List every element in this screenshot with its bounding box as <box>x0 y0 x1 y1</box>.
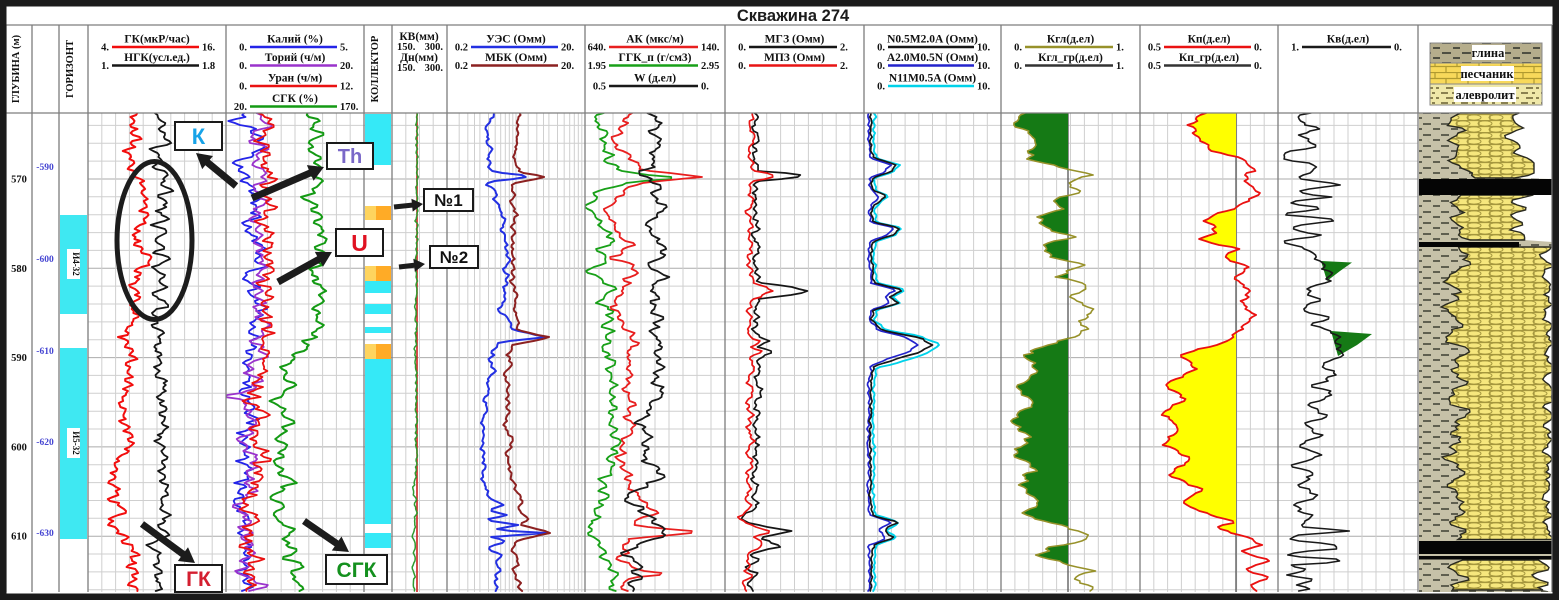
svg-text:1.: 1. <box>1116 61 1124 72</box>
svg-text:20.: 20. <box>340 61 354 72</box>
svg-text:ГК(мкР/час): ГК(мкР/час) <box>124 34 190 46</box>
svg-text:10.: 10. <box>977 61 991 72</box>
svg-text:И5-32: И5-32 <box>71 431 81 455</box>
svg-text:0.: 0. <box>1014 61 1022 72</box>
svg-text:0.: 0. <box>877 82 885 93</box>
svg-text:10.: 10. <box>977 82 991 93</box>
svg-text:2.: 2. <box>840 61 848 72</box>
svg-text:4.: 4. <box>101 43 109 54</box>
svg-text:МБК (Омм): МБК (Омм) <box>485 52 547 64</box>
svg-text:0.: 0. <box>1254 43 1262 54</box>
svg-text:1.: 1. <box>1291 43 1299 54</box>
svg-text:610: 610 <box>11 532 27 543</box>
svg-text:0.: 0. <box>1254 61 1262 72</box>
svg-text:-630: -630 <box>36 529 54 539</box>
svg-text:АК (мкс/м): АК (мкс/м) <box>626 34 684 46</box>
svg-text:N11M0.5A (Омм): N11M0.5A (Омм) <box>889 73 976 85</box>
svg-text:570: 570 <box>11 175 27 186</box>
svg-text:600: 600 <box>11 442 27 453</box>
svg-text:Кв(д.ел): Кв(д.ел) <box>1327 34 1370 46</box>
svg-text:Кп(д.ел): Кп(д.ел) <box>1188 34 1231 46</box>
svg-text:0.: 0. <box>701 82 709 93</box>
svg-text:Кгл_гр(д.ел): Кгл_гр(д.ел) <box>1038 52 1103 64</box>
svg-text:N0.5M2.0A (Омм): N0.5M2.0A (Омм) <box>887 34 978 46</box>
svg-text:1.8: 1.8 <box>202 61 215 72</box>
svg-text:150.: 150. <box>397 42 416 53</box>
svg-text:170.: 170. <box>340 102 359 113</box>
svg-text:U: U <box>351 230 368 256</box>
svg-text:0.2: 0.2 <box>455 61 468 72</box>
svg-text:глина: глина <box>1472 46 1505 60</box>
svg-text:КОЛЛЕКТОР: КОЛЛЕКТОР <box>370 35 381 102</box>
svg-text:песчаник: песчаник <box>1460 67 1514 81</box>
svg-text:№2: №2 <box>440 248 468 267</box>
svg-text:0.2: 0.2 <box>455 43 468 54</box>
svg-text:5.: 5. <box>340 43 348 54</box>
svg-text:20.: 20. <box>234 102 248 113</box>
svg-text:-610: -610 <box>36 347 54 357</box>
svg-text:0.5: 0.5 <box>593 82 606 93</box>
svg-text:Скважина 274: Скважина 274 <box>737 7 850 25</box>
svg-text:0.: 0. <box>1394 43 1402 54</box>
svg-text:1.95: 1.95 <box>588 61 606 72</box>
svg-text:-590: -590 <box>36 163 54 173</box>
svg-text:ГГК_п (г/см3): ГГК_п (г/см3) <box>619 52 692 64</box>
svg-text:2.: 2. <box>840 43 848 54</box>
svg-text:16.: 16. <box>202 43 216 54</box>
svg-text:0.: 0. <box>239 43 247 54</box>
svg-text:НГК(усл.ед.): НГК(усл.ед.) <box>124 52 190 64</box>
svg-text:W (д.ел): W (д.ел) <box>634 73 676 85</box>
svg-text:12.: 12. <box>340 82 354 93</box>
svg-text:-620: -620 <box>36 438 54 448</box>
svg-text:Уран (ч/м): Уран (ч/м) <box>268 73 322 85</box>
svg-text:МПЗ (Омм): МПЗ (Омм) <box>764 52 825 64</box>
svg-text:0.: 0. <box>738 43 746 54</box>
svg-text:К: К <box>192 124 206 149</box>
svg-text:Дн(мм): Дн(мм) <box>400 52 438 64</box>
svg-text:1.: 1. <box>1116 43 1124 54</box>
svg-text:УЭС (Омм): УЭС (Омм) <box>486 34 546 46</box>
svg-text:МГЗ (Омм): МГЗ (Омм) <box>765 34 825 46</box>
svg-text:0.: 0. <box>1014 43 1022 54</box>
svg-text:ГЛУБИНА (м): ГЛУБИНА (м) <box>11 34 22 103</box>
svg-text:Калий (%): Калий (%) <box>267 34 323 46</box>
svg-text:140.: 140. <box>701 43 720 54</box>
svg-text:640.: 640. <box>588 43 607 54</box>
svg-text:300.: 300. <box>425 63 444 74</box>
svg-text:И4-32: И4-32 <box>71 252 81 276</box>
svg-text:0.: 0. <box>877 61 885 72</box>
svg-text:СГК (%): СГК (%) <box>272 93 318 105</box>
svg-text:0.5: 0.5 <box>1148 43 1161 54</box>
svg-text:ГК: ГК <box>186 568 211 591</box>
svg-text:20.: 20. <box>561 61 575 72</box>
svg-text:0.: 0. <box>239 82 247 93</box>
svg-text:Th: Th <box>338 146 362 168</box>
svg-text:0.: 0. <box>877 43 885 54</box>
svg-text:300.: 300. <box>425 42 444 53</box>
svg-text:0.: 0. <box>239 61 247 72</box>
svg-text:-600: -600 <box>36 255 54 265</box>
svg-text:2.95: 2.95 <box>701 61 719 72</box>
svg-text:580: 580 <box>11 264 27 275</box>
svg-text:150.: 150. <box>397 63 416 74</box>
svg-text:Кгл(д.ел): Кгл(д.ел) <box>1047 34 1095 46</box>
svg-text:алевролит: алевролит <box>1455 88 1514 102</box>
svg-text:A2.0M0.5N (Омм): A2.0M0.5N (Омм) <box>887 52 979 64</box>
svg-text:20.: 20. <box>561 43 575 54</box>
svg-text:0.: 0. <box>738 61 746 72</box>
svg-text:10.: 10. <box>977 43 991 54</box>
svg-text:1.: 1. <box>101 61 109 72</box>
svg-text:№1: №1 <box>434 191 462 210</box>
svg-text:СГК: СГК <box>337 559 377 582</box>
svg-text:0.5: 0.5 <box>1148 61 1161 72</box>
svg-text:Торий (ч/м): Торий (ч/м) <box>265 52 326 64</box>
svg-text:ГОРИЗОНТ: ГОРИЗОНТ <box>65 40 76 98</box>
svg-text:КВ(мм): КВ(мм) <box>399 31 439 43</box>
svg-text:Кп_гр(д.ел): Кп_гр(д.ел) <box>1179 52 1239 64</box>
svg-text:590: 590 <box>11 353 27 364</box>
